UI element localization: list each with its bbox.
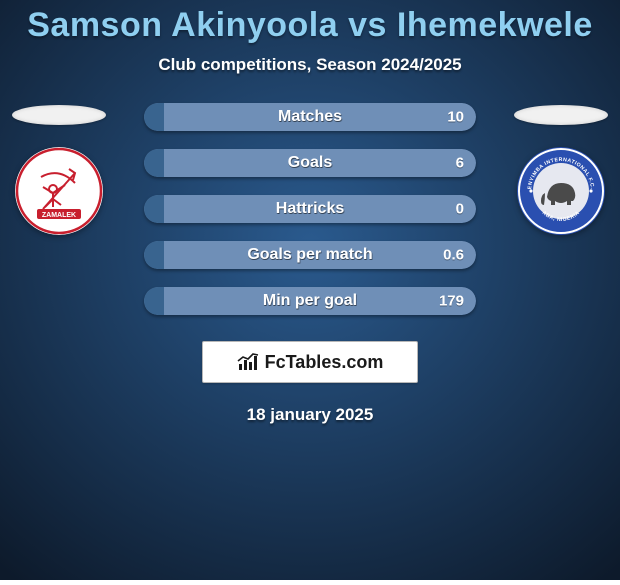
- stat-label: Goals: [288, 154, 332, 172]
- stat-value-right: 0: [456, 201, 464, 218]
- content-root: Samson Akinyoola vs Ihemekwele Club comp…: [0, 0, 620, 580]
- stat-label: Goals per match: [247, 246, 372, 264]
- stat-bar: Min per goal 179: [144, 287, 476, 315]
- stat-bar: Goals 6: [144, 149, 476, 177]
- stat-value-right: 179: [439, 293, 464, 310]
- brand-box: FcTables.com: [202, 341, 418, 383]
- stat-value-right: 0.6: [443, 247, 464, 264]
- page-subtitle: Club competitions, Season 2024/2025: [0, 55, 620, 75]
- svg-text:ZAMALEK: ZAMALEK: [42, 212, 76, 219]
- stat-label: Matches: [278, 108, 342, 126]
- stat-bar: Hattricks 0: [144, 195, 476, 223]
- brand-chart-icon: [237, 352, 259, 372]
- left-flag-placeholder: [12, 105, 106, 125]
- left-player-column: ZAMALEK: [8, 103, 110, 235]
- comparison-row: ZAMALEK Matches 10 Goals 6 Hattricks 0 Goals p…: [0, 103, 620, 315]
- stat-label: Hattricks: [276, 200, 344, 218]
- brand-text: FcTables.com: [265, 352, 384, 373]
- left-club-badge: ZAMALEK: [15, 147, 103, 235]
- stat-bar: Goals per match 0.6: [144, 241, 476, 269]
- right-club-badge: ENYIMBA INTERNATIONAL F.C. ABA, NIGERIA: [517, 147, 605, 235]
- stat-value-right: 6: [456, 155, 464, 172]
- stat-bars: Matches 10 Goals 6 Hattricks 0 Goals per match…: [130, 103, 490, 315]
- stat-value-right: 10: [447, 109, 464, 126]
- stat-bar: Matches 10: [144, 103, 476, 131]
- right-player-column: ENYIMBA INTERNATIONAL F.C. ABA, NIGERIA: [510, 103, 612, 235]
- date-line: 18 january 2025: [0, 405, 620, 425]
- stat-label: Min per goal: [263, 292, 357, 310]
- page-title: Samson Akinyoola vs Ihemekwele: [0, 6, 620, 45]
- right-flag-placeholder: [514, 105, 608, 125]
